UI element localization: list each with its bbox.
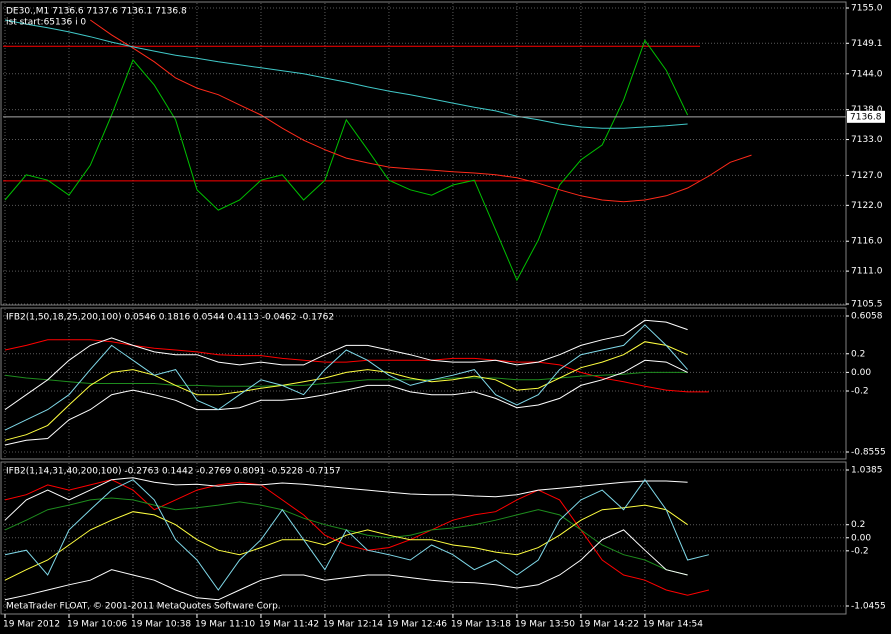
y-tick-label: 0.6058 — [851, 312, 883, 322]
x-tick-label: 19 Mar 12:46 — [387, 620, 447, 630]
series-line — [4, 477, 688, 521]
panel-frame — [0, 307, 847, 460]
series-line — [4, 324, 688, 431]
x-tick-label: 19 Mar 2012 — [3, 620, 60, 630]
indicator-title: DE30.,M1 7136.6 7137.6 7136.1 7136.8 — [6, 7, 187, 17]
y-tick-label: 7149.1 — [851, 39, 883, 49]
y-tick-label: 0.00 — [851, 533, 871, 543]
last-price-box — [847, 110, 885, 123]
x-tick-label: 19 Mar 14:54 — [643, 620, 703, 630]
y-tick-label: -0.2 — [851, 546, 869, 556]
x-tick-label: 19 Mar 11:42 — [259, 620, 319, 630]
series-line — [4, 359, 688, 446]
series-line — [4, 529, 688, 601]
y-tick-label: 7155.0 — [851, 4, 883, 14]
series-line — [4, 39, 689, 282]
y-tick-label: -0.8555 — [851, 448, 886, 458]
indicator-title: IFB2(1,14,31,40,200,100) -0.2763 0.1442 … — [6, 467, 341, 477]
x-tick-label: 19 Mar 10:06 — [67, 620, 127, 630]
x-tick-label: 19 Mar 14:22 — [579, 620, 639, 630]
footer: MetaTrader FLOAT, © 2001-2011 MetaQuotes… — [6, 602, 281, 612]
y-tick-label: 0.2 — [851, 349, 865, 359]
x-tick-label: 19 Mar 13:50 — [515, 620, 575, 630]
y-tick-label: 1.0385 — [851, 466, 883, 476]
y-tick-label: -0.2 — [851, 386, 869, 396]
series-line — [4, 319, 688, 411]
y-tick-label: 7122.0 — [851, 201, 883, 211]
series-line — [4, 341, 688, 441]
y-tick-label: 7127.0 — [851, 171, 883, 181]
y-tick-label: 7111.0 — [851, 267, 883, 277]
y-tick-label: 7116.0 — [851, 237, 883, 247]
x-tick-label: 19 Mar 11:10 — [195, 620, 255, 630]
series-line — [4, 371, 688, 387]
y-tick-label: 7105.5 — [851, 300, 883, 310]
y-tick-label: 0.00 — [851, 368, 871, 378]
y-tick-label: -1.0455 — [851, 602, 886, 612]
x-tick-label: 19 Mar 10:38 — [131, 620, 191, 630]
series-line — [4, 478, 710, 591]
x-tick-label: 19 Mar 13:18 — [451, 620, 511, 630]
series-line — [90, 19, 752, 203]
series-line — [4, 504, 688, 581]
y-tick-label: 0.2 — [851, 520, 865, 530]
last-price-label: 7136.8 — [850, 112, 882, 122]
series-line — [4, 19, 688, 129]
indicator-title: IFB2(1,50,18,25,200,100) 0.0546 0.1816 0… — [6, 313, 334, 323]
chart-subtitle: ist start:65136 i 0 — [6, 18, 86, 28]
y-tick-label: 7133.0 — [851, 135, 883, 145]
x-tick-label: 19 Mar 12:14 — [323, 620, 383, 630]
y-tick-label: 7144.0 — [851, 69, 883, 79]
panel-frame — [0, 1, 847, 306]
y-tick-label: 7138.0 — [851, 105, 883, 115]
